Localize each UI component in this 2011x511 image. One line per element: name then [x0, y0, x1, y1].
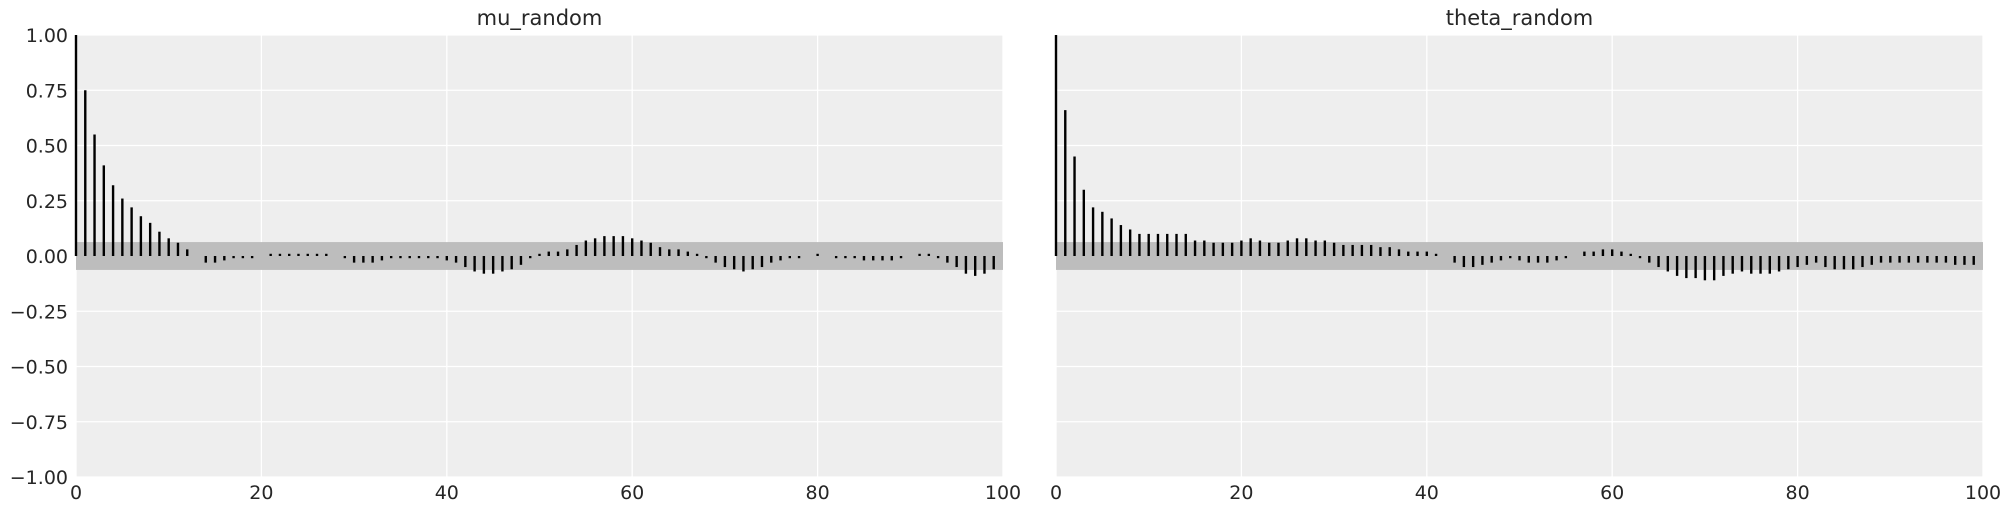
y-tick-label: 0.75	[26, 80, 68, 102]
x-tick-label: 20	[249, 482, 273, 504]
panel-title: mu_random	[477, 6, 603, 31]
x-tick-label: 60	[620, 482, 644, 504]
y-tick-label: −1.00	[10, 467, 68, 489]
y-tick-label: 0.50	[26, 136, 68, 158]
panel-title: theta_random	[1446, 6, 1594, 31]
y-tick-label: 0.00	[26, 246, 68, 268]
acf-panel-mu-random: mu_random 0 20 40 60 80 100 1.00 0.75 0.50 0.25 0.…	[10, 6, 1021, 504]
x-tick-label: 40	[435, 482, 459, 504]
x-tick-label: 100	[1965, 482, 2001, 504]
y-tick-label: 0.25	[26, 191, 68, 213]
x-tick-label: 80	[1786, 482, 1810, 504]
y-tick-label: 1.00	[26, 25, 68, 47]
x-tick-label: 0	[70, 482, 82, 504]
x-tick-label: 40	[1415, 482, 1439, 504]
y-tick-label: −0.75	[10, 412, 68, 434]
acf-panel-theta-random: theta_random 0 20 40 60 80 100	[1050, 6, 2001, 504]
x-tick-label: 100	[985, 482, 1021, 504]
y-tick-label: −0.25	[10, 301, 68, 323]
x-tick-label: 80	[806, 482, 830, 504]
x-tick-label: 0	[1050, 482, 1062, 504]
x-tick-label: 20	[1229, 482, 1253, 504]
y-tick-label: −0.50	[10, 357, 68, 379]
x-tick-label: 60	[1600, 482, 1624, 504]
